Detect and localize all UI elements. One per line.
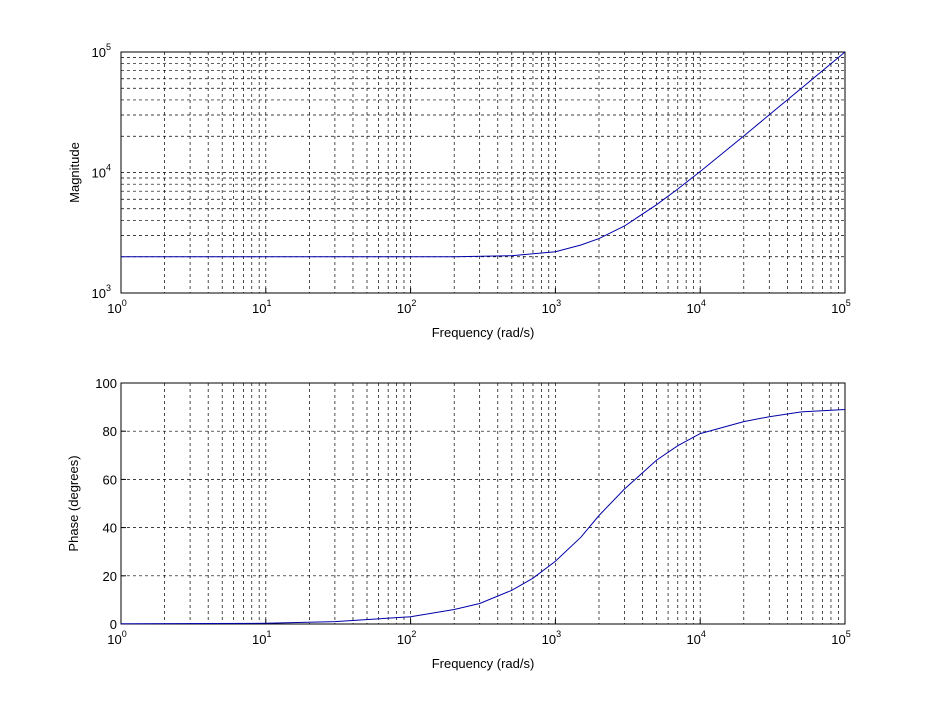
x-tick-base: 10	[686, 301, 700, 316]
x-tick-base: 10	[542, 632, 556, 647]
y-tick-label: 80	[103, 424, 117, 439]
y-tick-label: 40	[103, 521, 117, 536]
y-tick-label: 104	[92, 163, 111, 181]
x-tick-base: 10	[107, 301, 121, 316]
series-line	[120, 409, 846, 625]
x-tick-exponent: 2	[411, 629, 416, 639]
x-tick-label: 103	[542, 298, 561, 316]
x-tick-label: 104	[686, 298, 705, 316]
x-tick-label: 105	[831, 629, 850, 647]
plot-frame	[120, 382, 846, 625]
plot-frame	[120, 51, 846, 294]
x-tick-exponent: 3	[556, 629, 561, 639]
x-axis-label: Frequency (rad/s)	[432, 656, 535, 671]
y-tick-label: 103	[92, 283, 111, 301]
x-tick-exponent: 5	[846, 298, 851, 308]
x-tick-label: 100	[107, 298, 126, 316]
x-tick-base: 10	[252, 632, 266, 647]
y-tick-exponent: 5	[106, 42, 111, 52]
x-tick-exponent: 5	[846, 629, 851, 639]
y-tick-label: 105	[92, 42, 111, 60]
x-tick-exponent: 4	[701, 298, 706, 308]
y-tick-base: 10	[92, 286, 106, 301]
x-tick-base: 10	[107, 632, 121, 647]
x-tick-label: 101	[252, 629, 271, 647]
x-tick-base: 10	[831, 301, 845, 316]
y-tick-base: 10	[92, 166, 106, 181]
x-tick-base: 10	[397, 301, 411, 316]
x-tick-exponent: 2	[411, 298, 416, 308]
x-tick-exponent: 0	[122, 298, 127, 308]
y-tick-label: 20	[103, 569, 117, 584]
y-tick-base: 10	[92, 45, 106, 60]
x-axis-label: Frequency (rad/s)	[432, 325, 535, 340]
x-tick-label: 102	[397, 298, 416, 316]
x-tick-base: 10	[831, 632, 845, 647]
x-tick-label: 100	[107, 629, 126, 647]
phase-plot: 100 101 102 103 104 105020406080100Frequency …	[66, 376, 851, 671]
x-tick-base: 10	[686, 632, 700, 647]
y-tick-label: 60	[103, 472, 117, 487]
x-tick-label: 101	[252, 298, 271, 316]
y-tick-label: 100	[95, 376, 117, 391]
x-tick-label: 104	[686, 629, 705, 647]
series-line	[121, 51, 846, 258]
x-tick-exponent: 3	[556, 298, 561, 308]
y-tick-exponent: 4	[106, 163, 111, 173]
y-tick-exponent: 3	[106, 283, 111, 293]
x-tick-base: 10	[397, 632, 411, 647]
x-tick-exponent: 4	[701, 629, 706, 639]
y-axis-label: Magnitude	[67, 142, 82, 203]
x-tick-exponent: 0	[122, 629, 127, 639]
y-axis-label: Phase (degrees)	[66, 455, 81, 551]
x-tick-base: 10	[542, 301, 556, 316]
x-tick-label: 102	[397, 629, 416, 647]
x-tick-label: 105	[831, 298, 850, 316]
x-tick-label: 103	[542, 629, 561, 647]
y-tick-label: 0	[110, 617, 117, 632]
x-tick-exponent: 1	[267, 629, 272, 639]
x-tick-base: 10	[252, 301, 266, 316]
x-tick-exponent: 1	[267, 298, 272, 308]
